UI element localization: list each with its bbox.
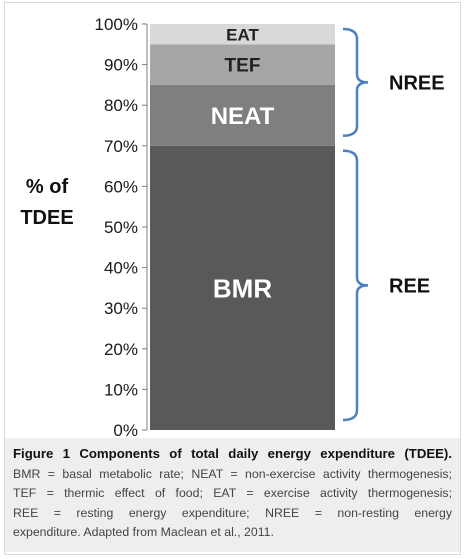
y-tick-label: 90% [104, 56, 138, 75]
y-tick-label: 10% [104, 380, 138, 399]
stacked-bar-chart: BMR NEAT TEF EAT 0% 10% 20% 30% 40% 50% 60% 70% 80%… [20, 15, 445, 438]
bar-segment-eat [150, 24, 335, 45]
caption-line-4: expenditure. Adapted from Maclean et al.… [13, 525, 274, 540]
y-tick-label: 50% [104, 218, 138, 237]
y-tick-label: 70% [104, 137, 138, 156]
y-tick-label: 0% [113, 421, 138, 438]
bar-label-tef: TEF [225, 55, 261, 76]
y-tick-label: 80% [104, 96, 138, 115]
bar-label-eat: EAT [226, 25, 259, 44]
bracket-label-ree: REE [389, 275, 430, 297]
bar-segment-bmr [150, 145, 335, 431]
figure-caption: Figure 1 Components of total daily energ… [5, 438, 460, 552]
y-axis-label-line-2: TDEE [20, 207, 73, 229]
bar-label-bmr: BMR [213, 273, 272, 303]
brackets-layer: NREE REE [342, 27, 445, 422]
bracket-ree [342, 149, 369, 422]
bracket-nree [342, 27, 369, 138]
y-tick-label: 100% [95, 15, 138, 34]
y-tick-label: 60% [104, 177, 138, 196]
bars-layer: BMR NEAT TEF EAT [150, 24, 335, 431]
caption-line-2: TEF = thermic effect of food; EAT = exer… [13, 486, 452, 501]
bracket-label-nree: NREE [389, 72, 445, 94]
bar-segment-neat [150, 84, 335, 146]
y-tick-label: 20% [104, 340, 138, 359]
bar-label-neat: NEAT [211, 103, 275, 130]
caption-line-1: BMR = basal metabolic rate; NEAT = non-e… [13, 466, 452, 481]
y-axis: 0% 10% 20% 30% 40% 50% 60% 70% 80% 90% 100% [95, 15, 148, 438]
caption-line-0: Figure 1 Components of total daily energ… [13, 444, 452, 465]
y-axis-label-line-1: % of [26, 176, 69, 198]
bar-segment-tef [150, 44, 335, 85]
y-tick-label: 40% [104, 259, 138, 278]
caption-line-3: REE = resting energy expenditure; NREE =… [13, 505, 452, 520]
caption-title: Figure 1 Components of total daily energ… [13, 446, 452, 461]
y-tick-label: 30% [104, 299, 138, 318]
